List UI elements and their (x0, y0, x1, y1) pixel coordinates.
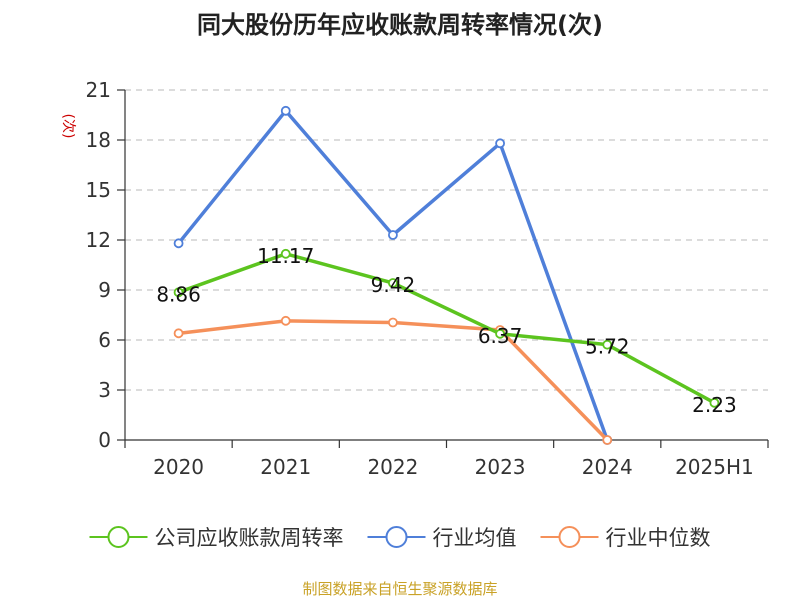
x-tick-label: 2022 (367, 455, 418, 479)
legend-item[interactable]: 公司应收账款周转率 (89, 526, 344, 550)
y-tick-label: 18 (86, 128, 111, 152)
data-point (388, 317, 398, 328)
data-point (602, 339, 613, 350)
y-tick-label: 6 (98, 328, 111, 352)
legend: 公司应收账款周转率 行业均值 行业中位数 (89, 526, 711, 550)
legend-marker (558, 526, 581, 548)
legend-label: 行业均值 (433, 526, 517, 550)
data-point (173, 238, 184, 249)
x-tick-label: 2025H1 (675, 455, 754, 479)
legend-label: 行业中位数 (606, 526, 711, 550)
y-tick-label: 0 (98, 428, 111, 452)
data-label: 2.23 (692, 393, 737, 417)
x-tick-label: 2020 (153, 455, 204, 479)
legend-marker (107, 526, 130, 548)
legend-item[interactable]: 行业均值 (367, 526, 517, 550)
y-tick-label: 21 (86, 78, 111, 102)
source-note: 制图数据来自恒生聚源数据库 (302, 580, 497, 598)
data-labels: 8.86 11.17 9.42 6.37 5.72 2.23 (156, 244, 736, 417)
data-label: 11.17 (257, 244, 314, 268)
data-point (173, 287, 184, 298)
data-point (602, 435, 613, 445)
series (173, 105, 720, 445)
data-point (495, 328, 505, 339)
data-point (173, 328, 184, 339)
legend-item[interactable]: 行业中位数 (540, 526, 711, 550)
data-point (280, 315, 291, 326)
x-tick-label: 2024 (582, 455, 633, 479)
legend-marker (385, 526, 408, 548)
y-tick-label: 3 (98, 378, 111, 402)
data-point (495, 138, 505, 149)
legend-label: 公司应收账款周转率 (155, 526, 344, 550)
data-point (709, 397, 720, 408)
axes: 0 3 6 9 12 15 18 21 2020 2021 2022 2023 2024 2025H1 (86, 78, 769, 479)
data-label: 9.42 (371, 273, 416, 297)
data-point (388, 230, 398, 240)
x-tick-label: 2021 (260, 455, 311, 479)
chart-title: 同大股份历年应收账款周转率情况(次) (197, 11, 603, 39)
grid (125, 89, 768, 391)
data-label: 5.72 (585, 335, 630, 359)
data-point (388, 278, 398, 288)
y-tick-label: 9 (98, 278, 111, 302)
data-label: 6.37 (478, 324, 523, 348)
data-point (280, 248, 291, 259)
data-label: 8.86 (156, 282, 201, 306)
data-point (280, 105, 291, 116)
series-line (176, 252, 717, 405)
y-tick-label: 15 (86, 178, 111, 202)
y-tick-label: 12 (86, 228, 111, 252)
y-axis-unit-label: (次) (60, 114, 76, 139)
x-tick-label: 2023 (475, 455, 526, 479)
